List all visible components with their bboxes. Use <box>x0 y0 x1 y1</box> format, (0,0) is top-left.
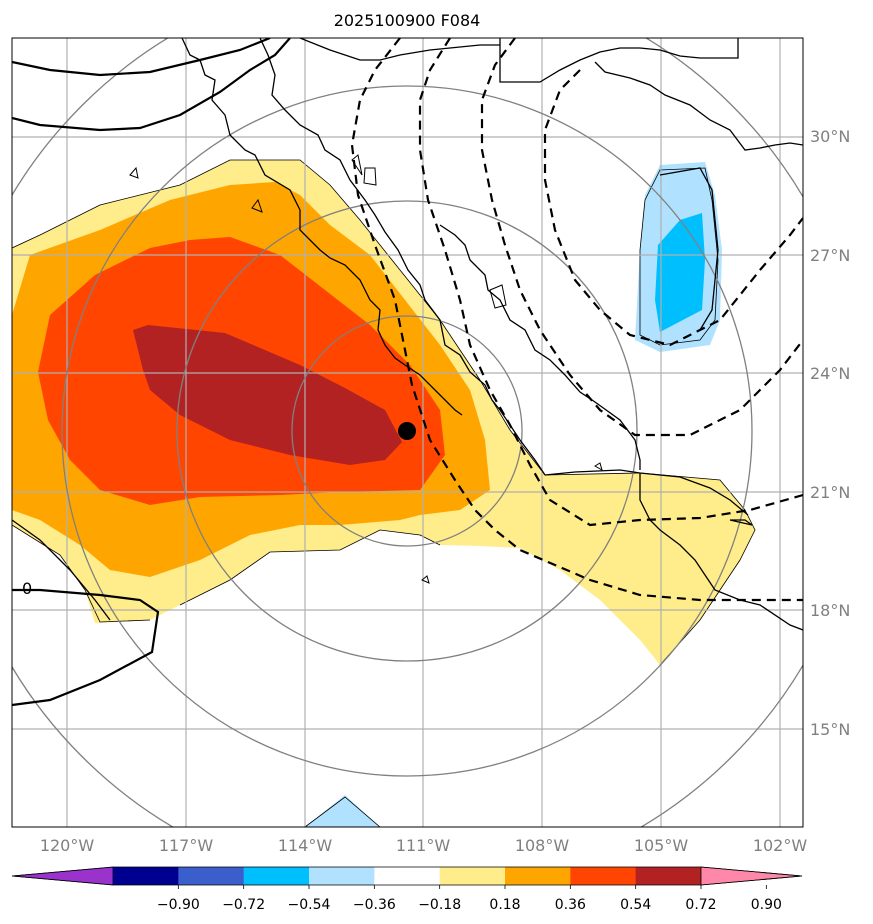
colorbar-tick-label: 0.90 <box>751 897 782 913</box>
colorbar-segment <box>374 867 441 885</box>
shade-positive-0-72 <box>133 325 402 465</box>
shade-negative-0-18-south <box>305 795 380 827</box>
colorbar-segment <box>243 867 310 885</box>
colorbar-segment <box>178 867 245 885</box>
colorbar-segment <box>309 867 375 885</box>
colorbar-tick-label: −0.72 <box>222 897 265 913</box>
lon-label: 102°W <box>753 836 808 855</box>
colorbar-tick-label: −0.36 <box>353 897 396 913</box>
storm-position-marker <box>398 422 416 440</box>
plot-frame <box>11 37 804 828</box>
lat-label: 24°N <box>810 364 850 383</box>
graticule <box>12 38 803 827</box>
colorbar-tick-label: −0.54 <box>288 897 331 913</box>
latitude-labels: 30°N 27°N 24°N 21°N 18°N 15°N <box>810 127 850 739</box>
lon-label: 117°W <box>159 836 214 855</box>
coastlines <box>12 38 803 631</box>
thin-contours <box>12 159 756 827</box>
lon-label: 120°W <box>40 836 95 855</box>
colorbar-segment <box>570 867 637 885</box>
colorbar-segment <box>635 867 702 885</box>
colorbar-extend-high <box>700 866 803 886</box>
islands <box>129 154 603 584</box>
colorbar-tick-label: −0.90 <box>157 897 200 913</box>
contour-label-zero: 0 <box>22 579 32 598</box>
solid-contours <box>12 38 291 707</box>
figure-title: 2025100900 F084 <box>334 11 481 30</box>
lat-label: 21°N <box>810 483 850 502</box>
lon-label: 114°W <box>278 836 333 855</box>
colorbar-tick-label: 0.72 <box>685 897 716 913</box>
lat-label: 15°N <box>810 720 850 739</box>
colorbar-extend-low <box>11 866 114 886</box>
colorbar-tick-label: 0.54 <box>620 897 651 913</box>
colorbar: −0.90 −0.72 −0.54 −0.36 −0.18 0.18 0.36 0.54 0.7… <box>11 866 803 913</box>
colorbar-tick-label: 0.36 <box>555 897 586 913</box>
range-rings <box>12 38 803 827</box>
colorbar-outline <box>11 866 803 886</box>
lat-label: 30°N <box>810 127 850 146</box>
colorbar-tick-label: −0.18 <box>418 897 461 913</box>
longitude-labels: 120°W 117°W 114°W 111°W 108°W 105°W 102°… <box>40 836 808 855</box>
lon-label: 105°W <box>634 836 689 855</box>
colorbar-segment <box>113 867 179 885</box>
lon-label: 111°W <box>396 836 451 855</box>
map-plot-area: 0 <box>12 38 803 827</box>
colorbar-segment <box>505 867 571 885</box>
shade-negative-0-36 <box>655 213 705 332</box>
colorbar-segment <box>439 867 506 885</box>
dashed-contours <box>350 38 803 602</box>
colorbar-tick-label: 0.18 <box>489 897 520 913</box>
lat-label: 18°N <box>810 601 850 620</box>
lon-label: 108°W <box>515 836 570 855</box>
lat-label: 27°N <box>810 246 850 265</box>
